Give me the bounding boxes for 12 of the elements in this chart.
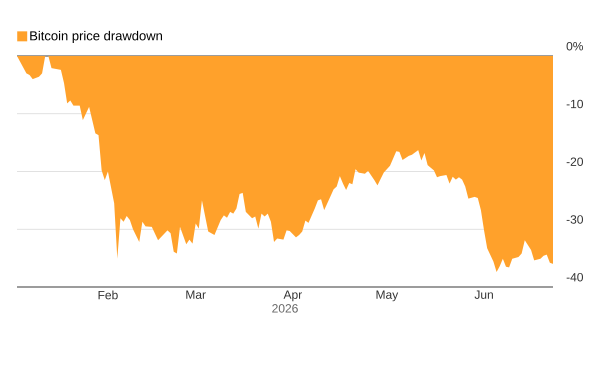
- x-tick-label: Feb: [98, 290, 118, 300]
- y-tick-label: -30: [566, 215, 583, 224]
- x-tick-label: Apr: [284, 290, 302, 302]
- y-tick-label: -40: [566, 272, 583, 282]
- x-axis-title: 2026: [272, 304, 298, 313]
- x-tick-label: Jun: [474, 290, 493, 299]
- x-tick-label: May: [376, 290, 398, 302]
- y-tick-label: 0%: [566, 42, 584, 50]
- legend-label: Bitcoin price drawdown: [30, 30, 162, 43]
- y-tick-label: -20: [566, 157, 583, 166]
- x-tick-label: Mar: [186, 290, 206, 299]
- y-tick-label: -10: [566, 100, 583, 108]
